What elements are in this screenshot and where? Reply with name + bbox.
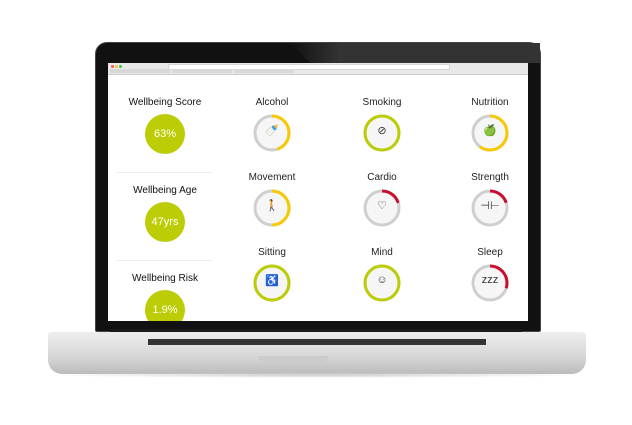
metric-nutrition[interactable]: Nutrition 🍏 xyxy=(450,97,528,154)
no-smoking-icon: ⊘ xyxy=(377,125,387,137)
browser-chrome xyxy=(108,63,528,75)
wellbeing-score: Wellbeing Score 63% xyxy=(117,97,213,173)
metric-movement[interactable]: Movement 🚶 xyxy=(232,172,312,229)
ring-progress xyxy=(363,264,401,302)
browser-tab[interactable] xyxy=(234,69,294,73)
metric-ring xyxy=(471,189,509,227)
lid-notch xyxy=(258,356,328,362)
metric-strength[interactable]: Strength ⊣⊢ xyxy=(450,172,528,229)
metric-label: Cardio xyxy=(367,172,397,183)
ring-progress xyxy=(363,189,401,227)
metric-label: Movement xyxy=(248,172,296,183)
metric-sleep[interactable]: Sleep zzz xyxy=(450,247,528,304)
zzz-icon: zzz xyxy=(481,274,499,286)
wellbeing-summary: Wellbeing Score 63% Wellbeing Age 47yrs We… xyxy=(117,85,213,321)
shadow xyxy=(40,372,592,378)
ring-progress xyxy=(253,114,291,152)
metric-cardio[interactable]: Cardio ♡ xyxy=(342,172,422,229)
maximize-window-button[interactable] xyxy=(119,65,122,68)
ring-progress xyxy=(363,114,401,152)
ring-progress xyxy=(471,114,509,152)
metric-label: Sleep xyxy=(477,247,503,258)
ring-progress xyxy=(253,264,291,302)
summary-label: Wellbeing Score xyxy=(128,97,202,108)
metric-ring xyxy=(471,264,509,302)
screen: Wellbeing Score 63% Wellbeing Age 47yrs We… xyxy=(108,63,528,321)
head-icon: ☺ xyxy=(376,274,388,286)
metric-ring xyxy=(253,189,291,227)
summary-badge: 47yrs xyxy=(145,202,185,242)
minimize-window-button[interactable] xyxy=(115,65,118,68)
metric-ring xyxy=(471,114,509,152)
metric-label: Sitting xyxy=(258,247,286,258)
metric-sitting[interactable]: Sitting ♿ xyxy=(232,247,312,304)
apple-icon: 🍏 xyxy=(483,125,497,137)
metric-smoking[interactable]: Smoking ⊘ xyxy=(342,97,422,154)
summary-label: Wellbeing Age xyxy=(133,185,197,196)
metric-ring xyxy=(253,114,291,152)
metric-mind[interactable]: Mind ☺ xyxy=(342,247,422,304)
address-bar[interactable] xyxy=(168,64,450,70)
ring-progress xyxy=(471,189,509,227)
keyboard xyxy=(148,339,486,345)
metric-ring xyxy=(363,189,401,227)
dumbbell-icon: ⊣⊢ xyxy=(480,200,500,212)
browser-tab[interactable] xyxy=(172,69,232,73)
heart-pulse-icon: ♡ xyxy=(377,200,387,212)
laptop-base xyxy=(48,332,586,374)
metric-label: Strength xyxy=(471,172,509,183)
summary-badge: 1.9% xyxy=(145,290,185,321)
metric-alcohol[interactable]: Alcohol 🍼 xyxy=(232,97,312,154)
metric-label: Smoking xyxy=(362,97,402,108)
metric-ring xyxy=(253,264,291,302)
metric-ring xyxy=(363,114,401,152)
metric-label: Mind xyxy=(371,247,393,258)
ring-progress xyxy=(471,264,509,302)
wellbeing-risk: Wellbeing Risk 1.9% xyxy=(117,273,213,321)
metric-label: Alcohol xyxy=(255,97,289,108)
summary-badge: 63% xyxy=(145,114,185,154)
ring-progress xyxy=(253,189,291,227)
browser-tab[interactable] xyxy=(110,69,170,73)
metric-label: Nutrition xyxy=(471,97,509,108)
screen-glare xyxy=(290,43,540,63)
close-window-button[interactable] xyxy=(111,65,114,68)
summary-label: Wellbeing Risk xyxy=(132,273,198,284)
sitting-icon: ♿ xyxy=(265,275,279,287)
bottle-icon: 🍼 xyxy=(265,125,279,137)
metric-ring xyxy=(363,264,401,302)
walking-icon: 🚶 xyxy=(265,200,279,212)
wellbeing-age: Wellbeing Age 47yrs xyxy=(117,185,213,261)
